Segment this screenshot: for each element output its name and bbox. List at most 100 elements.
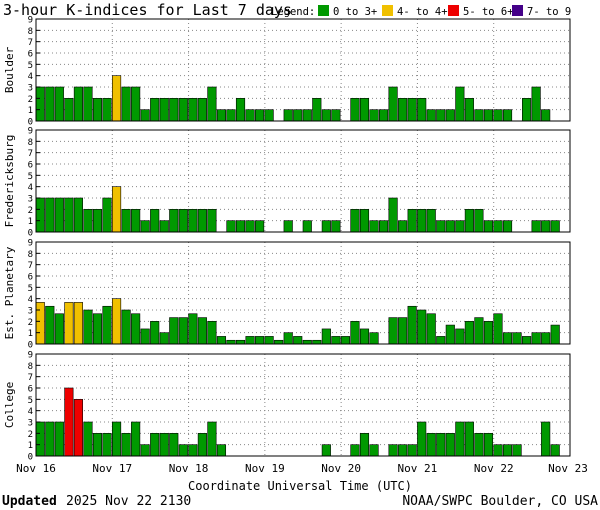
y-tick-label: 5 xyxy=(28,61,33,71)
y-tick-label: 2 xyxy=(28,206,33,216)
legend-entry: 7- to 9 xyxy=(527,6,571,18)
y-tick-label: 6 xyxy=(28,273,33,283)
k-index-bar xyxy=(207,86,217,122)
k-index-bar xyxy=(45,197,55,233)
k-index-bar xyxy=(45,421,55,457)
k-index-bar xyxy=(188,98,198,122)
k-index-bar xyxy=(245,336,255,345)
k-index-bar xyxy=(216,109,227,122)
k-index-bar xyxy=(64,302,74,345)
y-tick-label: 5 xyxy=(28,284,33,294)
k-index-bar xyxy=(541,220,551,233)
k-index-bar xyxy=(255,336,265,345)
k-index-bar xyxy=(197,433,207,457)
k-index-bar xyxy=(178,444,188,457)
k-index-bar xyxy=(493,444,503,457)
k-index-bar xyxy=(350,209,360,233)
k-index-bar xyxy=(83,309,93,345)
k-index-bar xyxy=(264,109,274,122)
k-index-bar xyxy=(150,209,160,233)
k-index-bar xyxy=(321,220,331,233)
k-index-bar xyxy=(378,109,389,122)
k-index-bar xyxy=(340,336,350,345)
k-index-bar xyxy=(197,209,207,233)
k-index-bar xyxy=(83,209,93,233)
k-index-bar xyxy=(169,209,179,233)
x-tick-label: Nov 18 xyxy=(169,462,209,475)
k-index-bar xyxy=(83,86,93,122)
k-index-bar xyxy=(493,109,503,122)
k-index-bar xyxy=(111,298,122,345)
panel-frame xyxy=(35,353,571,457)
k-index-bar xyxy=(483,321,494,345)
legend-swatch xyxy=(318,5,329,16)
k-index-bar xyxy=(483,433,494,457)
k-index-bar xyxy=(312,98,322,122)
legend-swatch xyxy=(448,5,459,16)
k-index-bar xyxy=(216,336,227,345)
k-index-bar xyxy=(455,86,465,122)
k-index-bar xyxy=(121,209,131,233)
k-index-bar xyxy=(102,305,112,345)
k-index-bar xyxy=(474,109,484,122)
k-index-bar xyxy=(216,444,227,457)
y-tick-label: 2 xyxy=(28,430,33,440)
updated-timestamp: 2025 Nov 22 2130 xyxy=(66,494,191,509)
k-index-bar xyxy=(398,220,408,233)
k-index-bar xyxy=(493,220,503,233)
y-tick-label: 8 xyxy=(28,250,33,260)
k-index-bar xyxy=(140,109,150,122)
k-index-bar xyxy=(350,321,360,345)
k-index-bar xyxy=(121,86,131,122)
k-index-bar xyxy=(73,197,83,233)
k-index-bar xyxy=(121,309,131,345)
k-index-bar xyxy=(159,98,169,122)
panel-frame xyxy=(35,18,571,122)
k-index-bar xyxy=(464,421,474,457)
x-axis-label: Coordinate Universal Time (UTC) xyxy=(188,479,412,493)
y-tick-label: 2 xyxy=(28,318,33,328)
y-tick-label: 3 xyxy=(28,195,33,205)
k-index-bar xyxy=(245,220,255,233)
y-tick-label: 3 xyxy=(28,307,33,317)
x-tick-label: Nov 17 xyxy=(92,462,132,475)
k-index-bar xyxy=(531,220,541,233)
k-index-bar xyxy=(102,197,112,233)
y-tick-label: 4 xyxy=(28,72,33,82)
panel-est-planetary: 0 123 456 789 Est. Planetary xyxy=(3,239,571,351)
k-index-bar xyxy=(531,86,541,122)
k-index-bar xyxy=(245,109,255,122)
k-index-bar xyxy=(140,444,150,457)
k-index-bar xyxy=(359,209,370,233)
station-label: College xyxy=(3,382,16,428)
k-index-bar xyxy=(388,444,398,457)
y-tick-label: 4 xyxy=(28,183,33,193)
y-tick-label: 7 xyxy=(28,149,33,159)
k-index-bar xyxy=(445,109,455,122)
k-index-bar xyxy=(178,317,188,345)
k-index-bar xyxy=(455,220,465,233)
k-index-bar xyxy=(111,421,122,457)
k-index-bar xyxy=(398,317,408,345)
legend-label: Legend: xyxy=(271,6,315,18)
k-index-bar xyxy=(502,220,513,233)
k-index-bar xyxy=(150,321,160,345)
y-tick-label: 5 xyxy=(28,172,33,182)
k-index-bar xyxy=(350,98,360,122)
y-tick-label: 0 xyxy=(28,453,33,463)
k-index-bar xyxy=(188,444,198,457)
k-index-bar xyxy=(331,220,341,233)
y-tick-label: 0 xyxy=(28,229,33,239)
k-index-bar xyxy=(131,421,141,457)
k-index-bar xyxy=(150,433,160,457)
y-tick-label: 2 xyxy=(28,95,33,105)
k-index-bar xyxy=(493,313,503,345)
legend-swatch xyxy=(382,5,393,16)
y-tick-label: 3 xyxy=(28,84,33,94)
k-index-bar xyxy=(207,321,217,345)
k-index-bar xyxy=(207,209,217,233)
y-tick-label: 3 xyxy=(28,419,33,429)
k-index-bar xyxy=(169,433,179,457)
k-index-bar xyxy=(131,313,141,345)
k-index-bar xyxy=(131,209,141,233)
